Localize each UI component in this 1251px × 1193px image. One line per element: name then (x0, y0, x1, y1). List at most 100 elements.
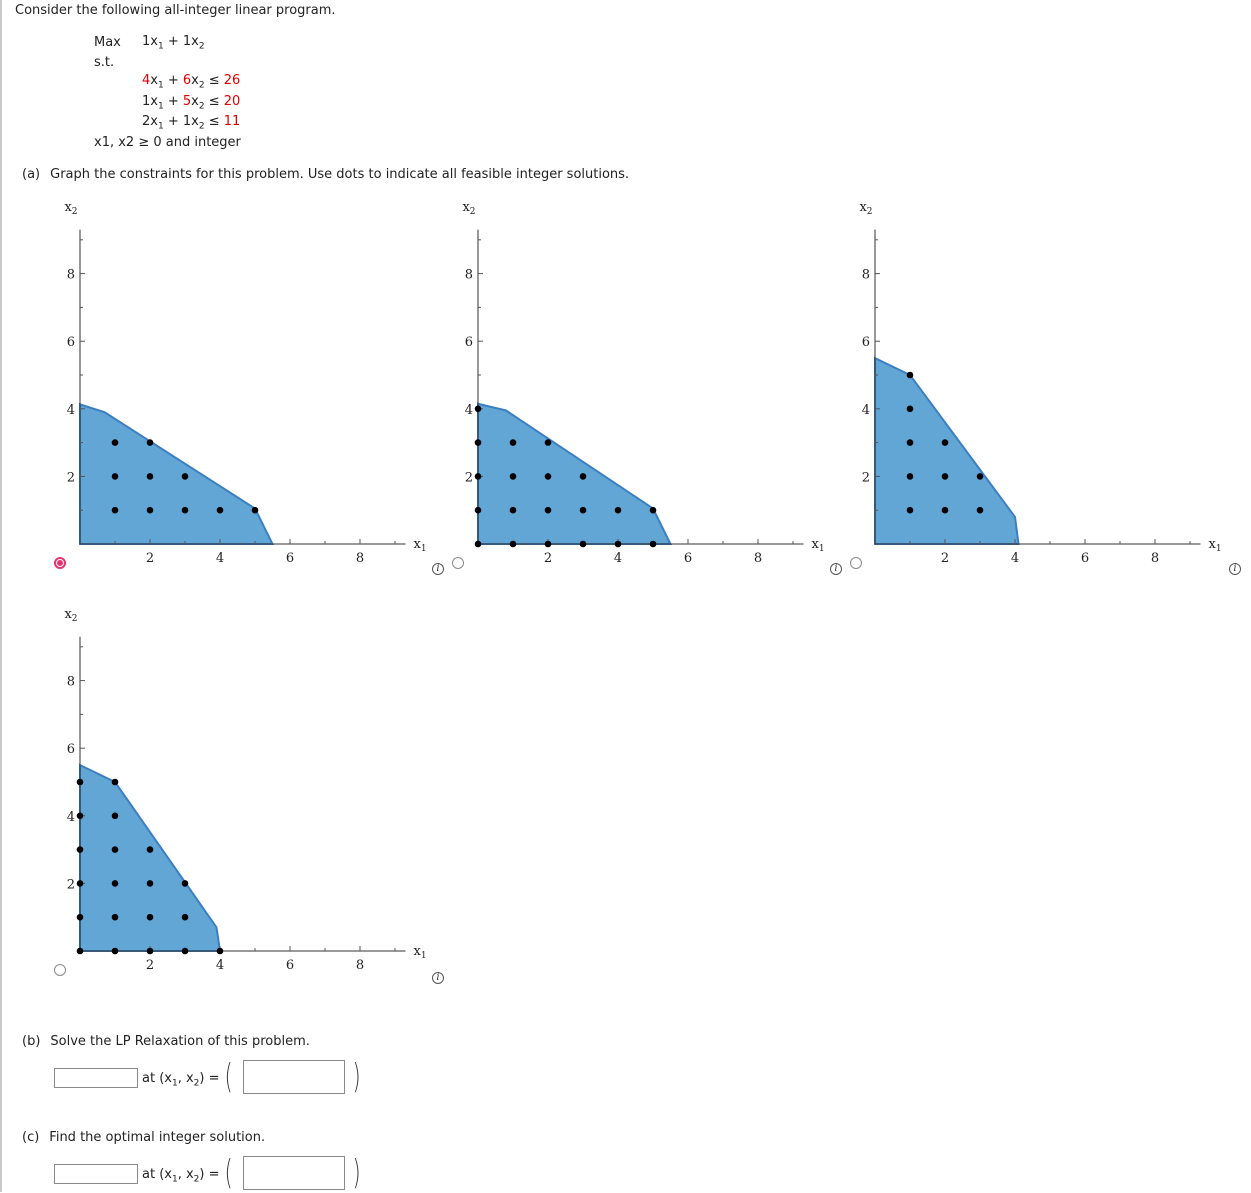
y-tick-label: 8 (465, 268, 473, 283)
integer-point (76, 846, 84, 853)
integer-point (906, 506, 914, 514)
x-tick-label: 2 (941, 551, 949, 566)
x-tick-label: 6 (286, 551, 294, 566)
part-c-question: (c) Find the optimal integer solution. (22, 1130, 266, 1145)
info-icon[interactable]: i (1229, 563, 1241, 575)
y-tick-label: 2 (862, 470, 870, 485)
integer-point (474, 473, 482, 480)
y-tick-label: 4 (862, 403, 870, 418)
integer-point (181, 506, 189, 514)
nonnegativity-constraint: x1, x2 ≥ 0 and integer (94, 135, 241, 150)
x-tick-label: 8 (754, 551, 762, 566)
intro-text: Consider the following all-integer linea… (15, 3, 336, 18)
radio-option-a[interactable] (54, 557, 66, 569)
y-tick-label: 6 (67, 742, 75, 757)
part-a-question: (a) Graph the constraints for this proble… (22, 167, 630, 182)
at-point-label: at (x1, x2) = (142, 1167, 220, 1185)
integer-point (111, 439, 119, 446)
left-border (0, 0, 2, 1192)
integer-point (216, 506, 224, 514)
info-icon[interactable]: i (432, 972, 444, 984)
y-tick-label: 4 (67, 403, 75, 418)
integer-point (509, 439, 517, 446)
integer-point (976, 506, 984, 514)
close-paren: ) (352, 1057, 361, 1097)
constraint-2: 1x1 + 5x2 ≤ 20 (142, 94, 241, 112)
integer-point (906, 371, 914, 379)
feasible-region (79, 763, 222, 952)
graph-option-a: 2 4 6 8 2 4 6 8 x2 x1 (40, 195, 426, 595)
y-axis-label: x2 (462, 200, 475, 217)
integer-value-input[interactable] (54, 1164, 138, 1184)
constraint-3: 2x1 + 1x2 ≤ 11 (142, 114, 241, 132)
radio-option-c[interactable] (850, 557, 862, 569)
integer-point (906, 473, 914, 480)
lp-point-input[interactable] (243, 1060, 345, 1094)
integer-point (146, 506, 154, 514)
info-icon[interactable]: i (830, 563, 842, 575)
x-tick-label: 8 (356, 551, 364, 566)
radio-option-d[interactable] (54, 964, 66, 976)
integer-point (111, 913, 119, 921)
y-tick-label: 6 (862, 335, 870, 350)
objective-function: 1x1 + 1x2 (142, 34, 205, 52)
y-tick-label: 8 (67, 268, 75, 283)
integer-point (76, 812, 84, 820)
integer-point (111, 473, 119, 480)
feasible-region (874, 356, 1020, 545)
x-tick-label: 6 (286, 958, 294, 973)
graph-svg-d: 2 4 6 8 2 4 6 8 x2 x1 (64, 607, 426, 973)
at-point-label: at (x1, x2) = (142, 1071, 220, 1089)
integer-point (76, 778, 84, 786)
x-axis-label: x1 (812, 537, 825, 554)
x-tick-label: 4 (1011, 551, 1019, 566)
integer-point (544, 473, 552, 480)
integer-point (181, 473, 189, 480)
integer-point (146, 913, 154, 921)
y-axis-label: x2 (64, 607, 77, 624)
x-tick-label: 6 (1081, 551, 1089, 566)
integer-point (509, 473, 517, 480)
part-b-question: (b) Solve the LP Relaxation of this probl… (22, 1034, 310, 1049)
integer-point (544, 439, 552, 446)
radio-option-b[interactable] (452, 557, 464, 569)
integer-point (251, 506, 259, 514)
integer-point (614, 540, 622, 548)
graph-svg-c: 2 4 6 8 2 4 6 8 x2 x1 (859, 200, 1221, 566)
integer-point (906, 439, 914, 446)
x-tick-label: 8 (356, 958, 364, 973)
constraint-1: 4x1 + 6x2 ≤ 26 (142, 73, 241, 91)
y-tick-label: 6 (465, 335, 473, 350)
integer-point (111, 880, 119, 887)
integer-point (649, 540, 657, 548)
x-axis-label: x1 (1209, 537, 1222, 554)
x-tick-label: 2 (146, 958, 154, 973)
x-tick-label: 2 (544, 551, 552, 566)
integer-point (474, 439, 482, 446)
graph-option-d: 2 4 6 8 2 4 6 8 x2 x1 (40, 602, 426, 1002)
integer-point (941, 439, 949, 446)
integer-point (544, 506, 552, 514)
y-tick-label: 2 (465, 470, 473, 485)
integer-point (544, 540, 552, 548)
integer-point (111, 947, 119, 955)
y-tick-label: 4 (465, 403, 473, 418)
integer-point (614, 506, 622, 514)
integer-point (76, 947, 84, 955)
x-tick-label: 4 (216, 551, 224, 566)
y-tick-label: 8 (862, 268, 870, 283)
info-icon[interactable]: i (432, 563, 444, 575)
integer-point (111, 778, 119, 786)
integer-point-input[interactable] (243, 1156, 345, 1190)
integer-point (146, 846, 154, 853)
lp-value-input[interactable] (54, 1068, 138, 1088)
integer-point (146, 473, 154, 480)
integer-point (474, 540, 482, 548)
y-axis-label: x2 (64, 200, 77, 217)
graph-svg-b: 2 4 6 8 2 4 6 8 x2 x1 (462, 200, 824, 566)
integer-point (76, 913, 84, 921)
integer-point (509, 506, 517, 514)
integer-point (579, 506, 587, 514)
y-tick-label: 4 (67, 810, 75, 825)
integer-point (579, 540, 587, 548)
